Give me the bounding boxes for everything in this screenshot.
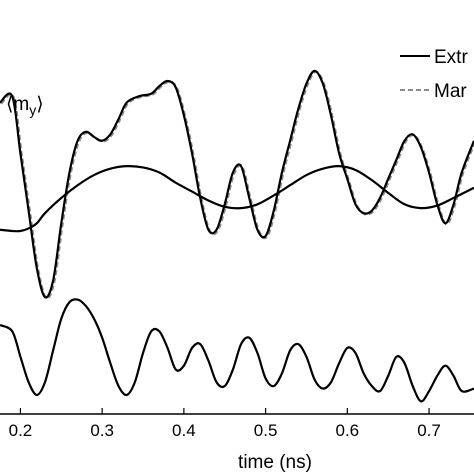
series-line-dashed-overlay — [0, 70, 474, 300]
x-tick-label: 0.3 — [90, 421, 114, 440]
x-tick-label: 0.2 — [9, 421, 33, 440]
x-tick-label: 0.5 — [254, 421, 278, 440]
x-tick-label: 0.7 — [417, 421, 441, 440]
svg-text:⟨my⟩: ⟨my⟩ — [6, 94, 44, 118]
series-annotation: ⟨my⟩ — [6, 94, 44, 118]
series-line-1 — [0, 165, 474, 233]
series-line-2 — [0, 298, 474, 403]
legend-entry-1-label: Mar — [434, 81, 467, 102]
legend: Extr Mar — [400, 47, 468, 102]
x-tick-label: 0.6 — [336, 421, 360, 440]
series-annotation-sub: y — [29, 102, 36, 118]
series-annotation-close: ⟩ — [36, 94, 43, 115]
legend-entry-0-label: Extr — [434, 47, 468, 68]
series-annotation-open: ⟨m — [6, 94, 29, 115]
x-tick-label: 0.4 — [172, 421, 196, 440]
x-axis-label: time (ns) — [238, 452, 312, 473]
x-axis-ticks: 0.2 0.3 0.4 0.5 0.6 0.7 — [9, 408, 441, 440]
plot-area — [0, 69, 474, 403]
series-line-0 — [0, 69, 474, 299]
